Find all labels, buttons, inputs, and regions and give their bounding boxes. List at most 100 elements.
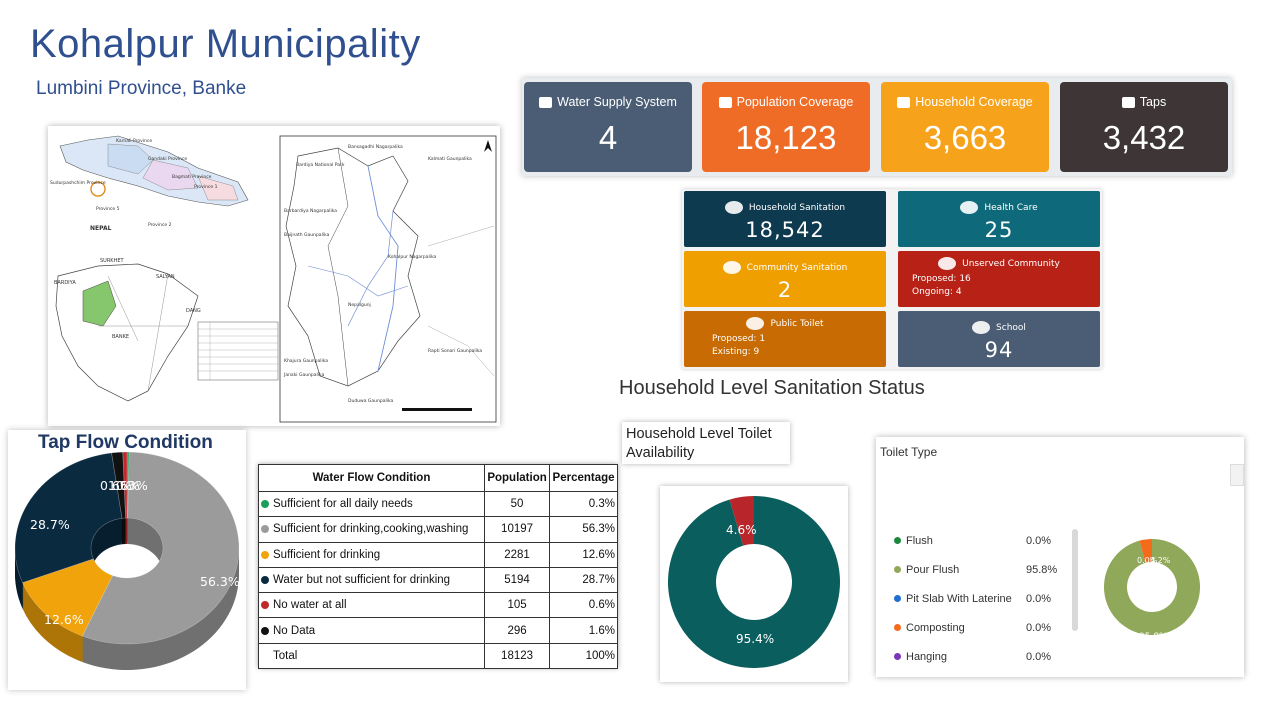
legend-dot-icon	[261, 525, 269, 534]
population-cell: 105	[483, 592, 551, 619]
kpi-value: 18,123	[735, 119, 837, 156]
donut-slice[interactable]	[1139, 539, 1152, 563]
percentage-cell: 12.6%	[549, 541, 618, 568]
donut-data-label: 95.4%	[736, 632, 774, 646]
tap-flow-title: Tap Flow Condition	[38, 432, 213, 453]
tile-health-care: Health Care 25	[898, 191, 1100, 247]
flow-condition-label: No Data	[273, 624, 316, 637]
flow-condition-cell: Water but not sufficient for drinking	[258, 566, 485, 594]
table-row: Sufficient for drinking,cooking,washing 1…	[258, 516, 618, 543]
legend-item[interactable]: Pit Slab With Laterine 0.0%	[894, 593, 1054, 605]
flow-condition-label: Sufficient for drinking,cooking,washing	[273, 523, 469, 536]
flow-condition-label: Sufficient for all daily needs	[273, 498, 413, 511]
legend-dot-icon	[894, 595, 901, 602]
kpi-taps: Taps 3,432	[1060, 82, 1228, 172]
toilet-availability-panel: 4.6% 95.4%	[660, 486, 848, 682]
house-icon	[724, 201, 743, 214]
district-boundaries	[98, 273, 188, 392]
map-label: Kalmati Gaunpalika	[428, 156, 472, 162]
legend-item[interactable]: Composting 0.0%	[894, 622, 1054, 634]
tile-label: Unserved Community	[962, 258, 1060, 269]
legend-dot-icon	[261, 550, 269, 559]
flow-condition-cell: No Data	[258, 617, 485, 644]
flow-condition-label: Sufficient for drinking	[273, 548, 381, 561]
kpi-row: Water Supply System 4 Population Coverag…	[522, 78, 1232, 176]
toilet-type-title: Toilet Type	[880, 445, 938, 459]
panel-collapse-handle[interactable]	[1230, 464, 1244, 486]
kpi-water-supply: Water Supply System 4	[524, 82, 692, 172]
map-label: SALYAN	[156, 274, 175, 280]
table-total-row: Total 18123 100%	[258, 642, 618, 670]
pie-data-label: 1.6%	[108, 478, 140, 493]
donut-slice[interactable]	[729, 496, 754, 546]
map-label: DANG	[186, 308, 201, 314]
users-icon	[718, 96, 732, 108]
kohalpur-location-marker	[90, 181, 106, 197]
kpi-household-coverage: Household Coverage 3,663	[881, 82, 1049, 172]
people-icon	[746, 317, 765, 330]
toilet-type-donut: 95.8% 0.0%4.2%	[1104, 539, 1200, 642]
legend-item[interactable]: Hanging 0.0%	[894, 651, 1054, 663]
table-row: No water at all 105 0.6%	[258, 592, 618, 619]
tile-value: 18,542	[745, 218, 825, 242]
population-cell: 50	[483, 490, 551, 518]
tile-unserved-community: Unserved Community Proposed: 16 Ongoing:…	[898, 251, 1100, 307]
flow-condition-cell: Sufficient for drinking,cooking,washing	[258, 516, 485, 543]
donut-data-label: 0.0%	[1137, 556, 1158, 565]
map-label: Karnali Province	[116, 138, 152, 144]
donut-slice[interactable]	[1104, 539, 1200, 635]
map-label: Bansagadhi Nagarpalika	[348, 144, 403, 150]
tile-line: Existing: 9	[712, 347, 760, 357]
road-line	[427, 225, 495, 377]
tap-flow-pie: 56.3% 12.6% 28.7% 0.6%1.6%0.3%	[14, 451, 240, 670]
map-label: Bagmati Province	[172, 174, 212, 180]
province-karnali	[107, 143, 154, 175]
map-label: Rapti Sonari Gaunpalika	[428, 348, 482, 354]
sanitation-heading: Household Level Sanitation Status	[619, 377, 925, 399]
pie-slice[interactable]	[122, 451, 128, 519]
table-row: Water but not sufficient for drinking 519…	[258, 566, 618, 594]
legend-label: Composting	[906, 622, 965, 634]
tile-community-sanitation: Community Sanitation 2	[684, 251, 886, 307]
legend-value: 0.0%	[1026, 651, 1052, 663]
legend-item[interactable]: Flush 0.0%	[894, 535, 1054, 547]
donut-data-label: 4.6%	[726, 523, 757, 537]
legend-dot-icon	[894, 624, 901, 631]
donut-slice[interactable]	[668, 496, 840, 668]
legend-label: Pour Flush	[906, 564, 960, 576]
pie-slice[interactable]	[22, 558, 114, 637]
kpi-label: Taps	[1139, 95, 1167, 109]
map-label: Janaki Gaunpalika	[283, 372, 325, 378]
map-label: Barbardiya Nagarpalika	[284, 208, 337, 214]
table-row: Sufficient for drinking 2281 12.6%	[258, 541, 618, 568]
flow-condition-label: No water at all	[273, 599, 347, 612]
kpi-label: Household Coverage	[915, 95, 1033, 109]
kpi-label: Water Supply System	[557, 95, 677, 109]
pie-data-label: 0.6%	[100, 478, 132, 493]
total-label-cell: Total	[258, 642, 485, 670]
school-icon	[972, 321, 991, 334]
tile-school: School 94	[898, 311, 1100, 367]
page-subtitle: Lumbini Province, Banke	[36, 78, 247, 99]
pie-slice[interactable]	[111, 451, 126, 519]
sanitation-grid: Household Sanitation 18,542 Health Care …	[682, 189, 1102, 369]
legend-label: Flush	[906, 535, 933, 547]
table-row: Sufficient for all daily needs 50 0.3%	[258, 490, 618, 518]
river-line	[307, 265, 409, 297]
legend-value: 0.0%	[1026, 593, 1052, 605]
legend-item[interactable]: Pour Flush 95.8%	[894, 564, 1057, 576]
scale-bar	[402, 408, 472, 411]
river-line	[347, 210, 394, 327]
pie-slice[interactable]	[81, 451, 240, 645]
tap-flow-panel: 56.3% 12.6% 28.7% 0.6% 1.6% 0.3%	[8, 430, 246, 690]
pie-slice[interactable]	[14, 452, 123, 583]
map-label: Sudurpashchim Province	[50, 180, 106, 186]
map-label: Province 2	[148, 222, 172, 228]
population-cell: 2281	[483, 541, 551, 568]
tile-line: Ongoing: 4	[912, 287, 962, 297]
legend-scrollbar[interactable]	[1072, 529, 1078, 631]
flow-condition-cell: No water at all	[258, 592, 485, 619]
pie-data-label: 28.7%	[30, 517, 70, 532]
population-cell: 10197	[483, 516, 551, 543]
tile-public-toilet: Public Toilet Proposed: 1 Existing: 9	[684, 311, 886, 367]
